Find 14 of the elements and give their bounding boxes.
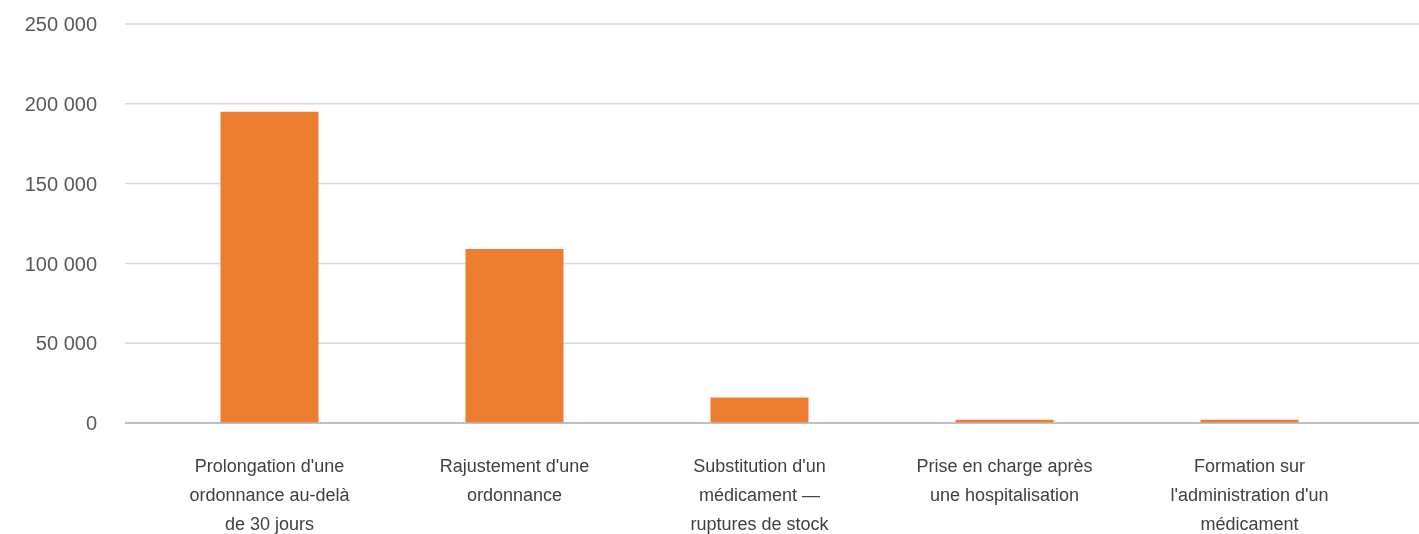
y-tick-label: 50 000: [35, 332, 97, 355]
bar: [465, 249, 564, 423]
x-tick-label: Prolongation d'une ordonnance au-delà de 30 jours: [189, 455, 351, 534]
y-tick-label: 0: [85, 412, 97, 435]
bar: [220, 111, 319, 423]
y-tick-label: 100 000: [24, 252, 97, 275]
x-tick-label: Prise en charge après une hospitalisation: [916, 455, 1093, 505]
y-tick-label: 150 000: [24, 172, 97, 195]
x-tick-label: Rajustement d'une ordonnance: [439, 455, 590, 505]
y-tick-label: 250 000: [24, 13, 97, 36]
y-tick-label: 200 000: [24, 92, 97, 115]
x-tick-label: Substitution d'un médicament — ruptures de stock: [690, 455, 830, 534]
bar: [710, 397, 809, 423]
x-tick-label: Formation sur l'administration d'un médicament: [1170, 455, 1329, 534]
